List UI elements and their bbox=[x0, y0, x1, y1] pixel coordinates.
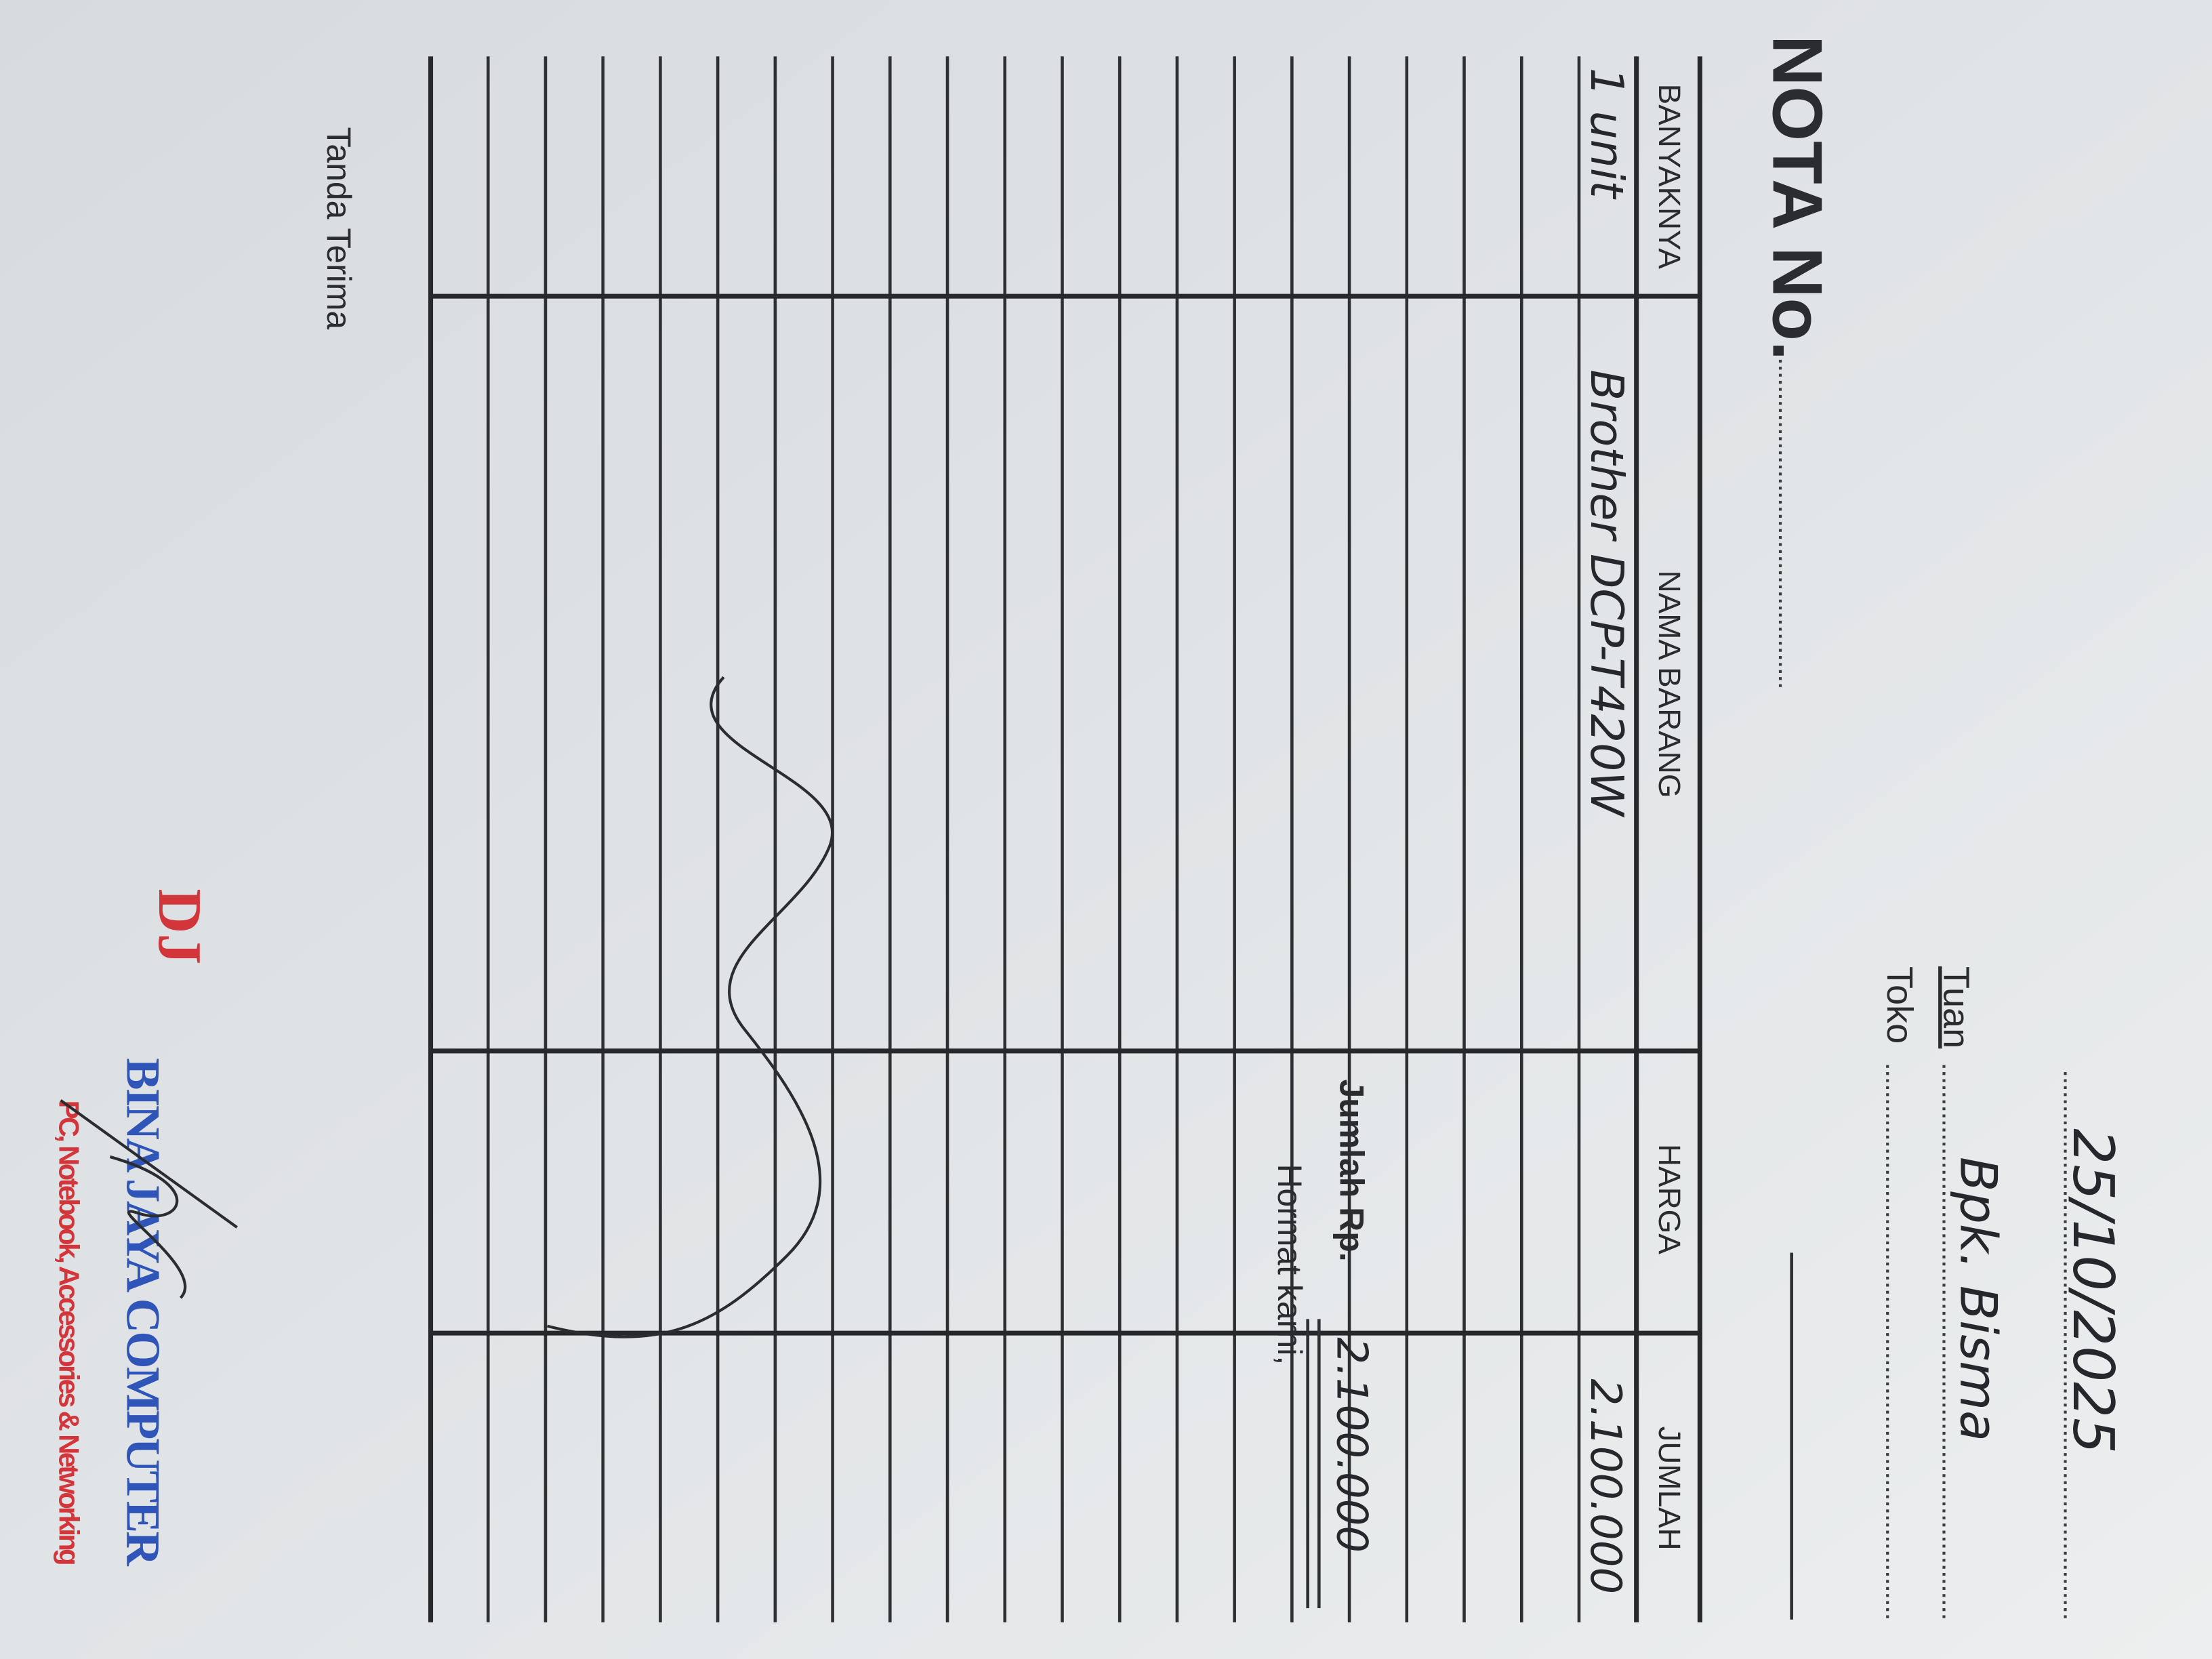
logo-mark: DJ bbox=[146, 888, 215, 964]
logo-tagline: PC, Notebook, Accessories & Networking bbox=[53, 1101, 85, 1566]
column-header: BANYAKNYA bbox=[1652, 84, 1687, 270]
column-header: HARGA bbox=[1652, 1144, 1687, 1254]
tuan: Bpk. Bisma bbox=[1948, 1157, 2008, 1441]
cell-item: Brother DCP-T420W bbox=[1580, 369, 1633, 817]
receipt: NOTA No. 25/10/2025 Tuan Bpk. Bisma Toko… bbox=[53, 35, 2126, 1622]
toko-label: Toko bbox=[1879, 966, 1920, 1044]
cell-quantity: 1 unit bbox=[1580, 68, 1633, 200]
closing: Hormat kami, bbox=[1271, 1164, 1309, 1365]
column-header: JUMLAH bbox=[1652, 1427, 1687, 1551]
column-header: NAMA BARANG bbox=[1652, 571, 1687, 798]
logo-name: BINA JAYA COMPUTER bbox=[116, 1058, 169, 1566]
item-table: BANYAKNYA NAMA BARANG HARGA JUMLAH 1 uni… bbox=[428, 56, 1702, 1622]
cell-amount: 2.100.000 bbox=[1581, 1378, 1631, 1594]
title: NOTA No. bbox=[1758, 35, 1837, 361]
total-label: Jumlah Rp. bbox=[1333, 1079, 1371, 1261]
date: 25/10/2025 bbox=[2060, 1128, 2126, 1454]
total: 2.100.000 bbox=[1327, 1337, 1376, 1553]
signature bbox=[60, 1099, 238, 1299]
receipt-label: Tanda Terima bbox=[320, 127, 358, 329]
tuan-label: Tuan bbox=[1936, 966, 1976, 1048]
cross-out-scribble bbox=[547, 676, 834, 1338]
